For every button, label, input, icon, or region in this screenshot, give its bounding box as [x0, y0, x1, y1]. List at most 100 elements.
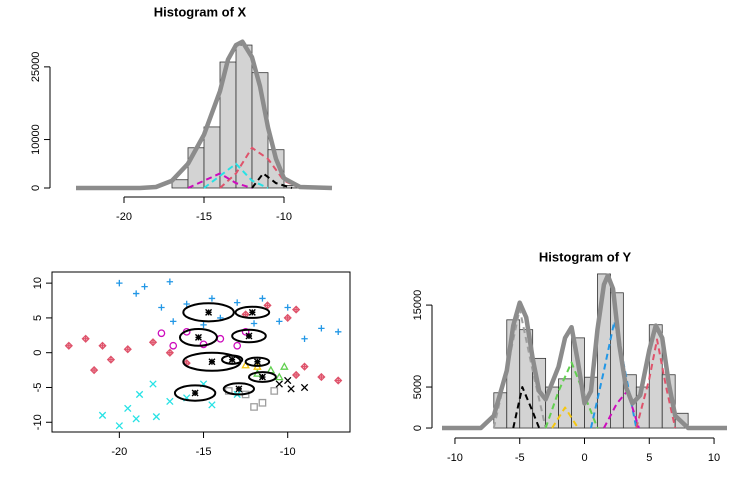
point: [98, 341, 107, 350]
x-tick-label: -20: [116, 211, 132, 223]
chart-title: Histogram of Y: [539, 249, 632, 264]
x-tick-label: 10: [708, 452, 720, 464]
cluster-center: [245, 332, 253, 340]
point: [284, 304, 291, 311]
cluster-center: [235, 385, 243, 393]
x-tick-label: -15: [196, 446, 212, 458]
y-tick-label: 5: [32, 315, 44, 321]
point: [276, 318, 283, 325]
point: [263, 301, 272, 310]
point: [317, 372, 326, 382]
point: [274, 372, 284, 381]
point: [287, 385, 295, 393]
point: [170, 318, 177, 325]
point: [158, 304, 165, 311]
point: [233, 299, 241, 306]
point: [89, 365, 99, 375]
point: [292, 370, 301, 380]
point: [280, 362, 289, 370]
point: [152, 413, 161, 421]
cluster-center: [248, 308, 256, 316]
point: [216, 335, 225, 343]
point: [334, 376, 343, 385]
point: [135, 390, 144, 399]
point: [300, 383, 309, 392]
cluster-ellipse: [244, 356, 271, 367]
cluster-ellipse: [221, 354, 244, 365]
point: [148, 338, 158, 347]
cluster-center: [208, 358, 216, 366]
point: [270, 387, 279, 395]
point: [98, 411, 107, 419]
point: [64, 341, 73, 350]
point: [208, 295, 216, 302]
y-tick-label: 15000: [412, 290, 424, 321]
point: [258, 398, 267, 407]
point: [275, 380, 283, 388]
point: [116, 279, 123, 287]
cluster-center: [228, 356, 236, 364]
point: [250, 403, 258, 411]
point: [169, 341, 178, 350]
component-curve: [251, 172, 293, 189]
component-curve: [544, 361, 599, 429]
point: [241, 390, 250, 399]
point: [141, 283, 148, 290]
point: [233, 341, 242, 350]
cluster-center: [205, 308, 213, 316]
y-tick-label: 10000: [30, 124, 42, 155]
x-tick-label: -10: [280, 446, 296, 458]
point: [166, 278, 174, 285]
cluster-ellipse: [222, 382, 256, 396]
point: [300, 362, 309, 371]
cluster-ellipse: [231, 328, 267, 344]
x-tick-label: 5: [646, 452, 652, 464]
x-tick-label: -10: [276, 211, 292, 223]
point: [318, 325, 325, 332]
point: [292, 305, 301, 314]
point: [284, 376, 292, 385]
point: [335, 328, 342, 336]
point: [250, 320, 258, 327]
y-tick-label: -10: [32, 414, 44, 430]
cluster-center: [258, 373, 266, 381]
chart-title: Histogram of X: [154, 4, 247, 19]
point: [132, 290, 140, 297]
point: [115, 422, 124, 430]
cluster-center: [191, 389, 199, 397]
x-tick-label: -15: [196, 211, 212, 223]
component-curve: [203, 162, 269, 189]
point: [283, 313, 292, 323]
point: [124, 404, 132, 413]
cluster-ellipse: [178, 328, 218, 347]
x-tick-label: -5: [515, 452, 525, 464]
component-curve: [551, 406, 579, 429]
point: [157, 329, 166, 337]
y-tick-label: 25000: [30, 52, 42, 83]
x-tick-label: 0: [581, 452, 587, 464]
density-curve: [76, 39, 333, 191]
component-curve: [603, 390, 640, 429]
cluster-ellipse: [247, 371, 277, 383]
y-tick-label: 0: [412, 425, 424, 431]
point: [106, 355, 116, 364]
point: [200, 321, 207, 329]
component-curve: [635, 338, 677, 429]
point: [132, 415, 140, 423]
point: [208, 401, 216, 409]
point: [166, 397, 174, 406]
point: [149, 380, 157, 388]
component-curve: [187, 172, 253, 189]
component-curve: [512, 386, 541, 429]
cluster-ellipse: [173, 384, 217, 402]
y-tick-label: 10: [32, 277, 44, 289]
cluster-ellipse: [234, 305, 271, 319]
point: [182, 328, 191, 336]
y-tick-label: 0: [32, 350, 44, 356]
y-tick-label: 5000: [412, 375, 424, 399]
y-tick-label: 0: [30, 185, 42, 191]
point: [183, 300, 190, 308]
point: [81, 334, 90, 343]
point: [301, 335, 308, 342]
